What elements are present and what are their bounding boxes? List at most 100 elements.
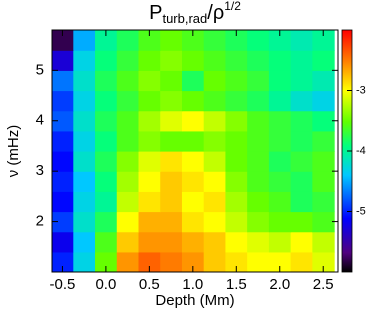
heatmap-cell	[312, 191, 335, 213]
heatmap-cell	[95, 151, 118, 172]
heatmap-cell	[247, 130, 270, 152]
heatmap-cell	[138, 30, 161, 51]
heatmap-cell	[116, 50, 140, 71]
heatmap-cell	[268, 50, 292, 71]
heatmap-cell	[52, 171, 74, 192]
heatmap-cell	[52, 70, 74, 92]
colorbar-tick-label: -3	[356, 84, 366, 96]
heatmap-cell	[52, 191, 74, 213]
heatmap-cell	[203, 110, 227, 132]
heatmap-cell	[95, 211, 118, 233]
heatmap-cell	[247, 30, 270, 51]
heatmap-cell	[116, 30, 140, 51]
heatmap-cell	[138, 171, 161, 192]
heatmap-cell	[160, 231, 183, 253]
x-tick-label: 0.5	[139, 276, 160, 293]
x-tick-label: 1.0	[182, 276, 203, 293]
heatmap-cell	[290, 251, 313, 272]
heatmap-cell	[181, 130, 205, 152]
heatmap-cell	[203, 151, 227, 172]
heatmap-cell	[290, 50, 313, 71]
heatmap-cell	[247, 231, 270, 253]
heatmap-cell	[268, 171, 292, 192]
colorbar-tick-label: -4	[356, 145, 366, 157]
heatmap-cell	[312, 90, 335, 112]
heatmap-cell	[203, 70, 227, 92]
heatmap-cell	[268, 70, 292, 92]
heatmap-cell	[247, 191, 270, 213]
heatmap-cell	[52, 151, 74, 172]
heatmap-cell	[52, 231, 74, 253]
x-tick-label: 0.0	[95, 276, 116, 293]
heatmap-cell	[181, 251, 205, 272]
heatmap-cell	[160, 110, 183, 132]
heatmap-cell	[312, 151, 335, 172]
heatmap-cell	[138, 90, 161, 112]
title-part: /ρ	[207, 2, 224, 24]
heatmap-cell	[247, 171, 270, 192]
heatmap-cell	[52, 110, 74, 132]
heatmap-cell	[95, 231, 118, 253]
heatmap-cell	[73, 30, 96, 51]
heatmap-cell	[312, 211, 335, 233]
heatmap-cell	[73, 211, 96, 233]
heatmap-cell	[203, 231, 227, 253]
heatmap-cell	[160, 211, 183, 233]
colorbar-tick-label: -5	[356, 205, 366, 217]
chart-title: Pturb,rad/ρ1/2	[149, 0, 241, 26]
heatmap-cell	[203, 50, 227, 71]
heatmap-cell	[138, 151, 161, 172]
heatmap-cell	[116, 211, 140, 233]
heatmap-cell	[290, 171, 313, 192]
heatmap-cell	[312, 130, 335, 152]
y-tick-label: 4	[36, 112, 44, 129]
heatmap-cell	[52, 90, 74, 112]
heatmap-cell	[116, 171, 140, 192]
x-tick-label: -0.5	[50, 276, 76, 293]
heatmap-cell	[160, 151, 183, 172]
heatmap-cell	[312, 50, 335, 71]
heatmap-cell	[203, 90, 227, 112]
heatmap-cell	[116, 251, 140, 272]
heatmap-cell	[203, 130, 227, 152]
heatmap-cell	[225, 70, 248, 92]
heatmap-cell	[73, 130, 96, 152]
y-axis-label: ν (mHz)	[5, 125, 22, 178]
heatmap-cell	[225, 30, 248, 51]
heatmap-cell	[225, 231, 248, 253]
heatmap-cell	[116, 151, 140, 172]
heatmap-cell	[268, 130, 292, 152]
heatmap-cell	[52, 211, 74, 233]
heatmap-cell	[138, 50, 161, 71]
x-tick-label: 2.5	[313, 276, 334, 293]
heatmap-cell	[225, 251, 248, 272]
heatmap-cell	[116, 110, 140, 132]
heatmap-cell	[225, 130, 248, 152]
heatmap-cell	[290, 211, 313, 233]
heatmap-cell	[138, 70, 161, 92]
heatmap-cell	[181, 50, 205, 71]
heatmap-cell	[247, 251, 270, 272]
title-sub: turb,rad	[162, 11, 207, 26]
heatmap-cell	[203, 171, 227, 192]
heatmap-cell	[290, 151, 313, 172]
heatmap-cell	[73, 191, 96, 213]
y-tick-label: 2	[36, 213, 44, 230]
heatmap-cell	[95, 50, 118, 71]
heatmap-cell	[268, 191, 292, 213]
heatmap-cell	[225, 171, 248, 192]
heatmap-cell	[138, 211, 161, 233]
heatmap-cell	[225, 151, 248, 172]
heatmap-cell	[138, 251, 161, 272]
heatmap-cell	[95, 30, 118, 51]
heatmap-cell	[116, 90, 140, 112]
heatmap-cell	[95, 70, 118, 92]
heatmap-cell	[290, 70, 313, 92]
heatmap-cell	[247, 211, 270, 233]
heatmap-cell	[312, 231, 335, 253]
heatmap-cell	[73, 151, 96, 172]
heatmap-cell	[225, 50, 248, 71]
heatmap-cell	[160, 171, 183, 192]
heatmap-cell	[116, 70, 140, 92]
heatmap-cell	[225, 90, 248, 112]
